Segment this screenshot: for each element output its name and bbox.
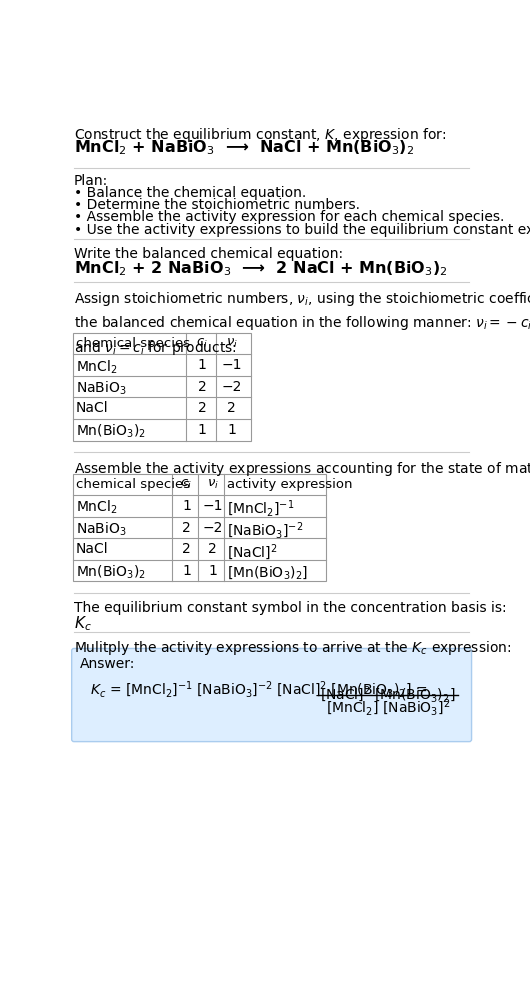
Text: NaCl: NaCl xyxy=(76,542,108,556)
Text: 1: 1 xyxy=(198,423,207,437)
Text: activity expression: activity expression xyxy=(227,478,352,491)
Text: $K_c$ = [MnCl$_2$]$^{-1}$ [NaBiO$_3$]$^{-2}$ [NaCl]$^2$ [Mn(BiO$_3$)$_2$] =: $K_c$ = [MnCl$_2$]$^{-1}$ [NaBiO$_3$]$^{… xyxy=(90,680,427,700)
Text: NaBiO$_3$: NaBiO$_3$ xyxy=(76,380,126,397)
Text: Write the balanced chemical equation:: Write the balanced chemical equation: xyxy=(74,246,343,261)
Bar xyxy=(73,474,326,581)
Text: • Determine the stoichiometric numbers.: • Determine the stoichiometric numbers. xyxy=(74,198,360,212)
Text: 1: 1 xyxy=(182,499,191,513)
Text: • Use the activity expressions to build the equilibrium constant expression.: • Use the activity expressions to build … xyxy=(74,222,530,236)
Text: The equilibrium constant symbol in the concentration basis is:: The equilibrium constant symbol in the c… xyxy=(74,601,507,614)
Text: • Assemble the activity expression for each chemical species.: • Assemble the activity expression for e… xyxy=(74,210,505,224)
Text: [NaCl]$^2$ [Mn(BiO$_3$)$_2$]: [NaCl]$^2$ [Mn(BiO$_3$)$_2$] xyxy=(320,684,456,705)
Text: [NaBiO$_3$]$^{-2}$: [NaBiO$_3$]$^{-2}$ xyxy=(227,521,303,541)
Text: 1: 1 xyxy=(227,423,236,437)
Text: MnCl$_2$ + NaBiO$_3$  ⟶  NaCl + Mn(BiO$_3$)$_2$: MnCl$_2$ + NaBiO$_3$ ⟶ NaCl + Mn(BiO$_3$… xyxy=(74,138,414,157)
Text: 1: 1 xyxy=(208,564,217,578)
Text: MnCl$_2$ + 2 NaBiO$_3$  ⟶  2 NaCl + Mn(BiO$_3$)$_2$: MnCl$_2$ + 2 NaBiO$_3$ ⟶ 2 NaCl + Mn(BiO… xyxy=(74,259,448,278)
Text: −1: −1 xyxy=(222,358,242,372)
Bar xyxy=(73,333,251,441)
Text: [MnCl$_2$]$^{-1}$: [MnCl$_2$]$^{-1}$ xyxy=(227,499,294,519)
Text: chemical species: chemical species xyxy=(76,478,190,491)
Text: $\nu_i$: $\nu_i$ xyxy=(207,478,219,491)
Text: 2: 2 xyxy=(227,401,236,415)
Text: [MnCl$_2$] [NaBiO$_3$]$^2$: [MnCl$_2$] [NaBiO$_3$]$^2$ xyxy=(326,697,450,718)
Text: 1: 1 xyxy=(198,358,207,372)
Text: Plan:: Plan: xyxy=(74,174,108,188)
Text: Mn(BiO$_3$)$_2$: Mn(BiO$_3$)$_2$ xyxy=(76,423,146,440)
Text: Construct the equilibrium constant, $K$, expression for:: Construct the equilibrium constant, $K$,… xyxy=(74,126,446,144)
Text: $K_c$: $K_c$ xyxy=(74,614,92,633)
Text: Assemble the activity expressions accounting for the state of matter and $\nu_i$: Assemble the activity expressions accoun… xyxy=(74,460,530,478)
Text: −2: −2 xyxy=(222,380,242,394)
Text: [NaCl]$^2$: [NaCl]$^2$ xyxy=(227,542,277,562)
Text: [Mn(BiO$_3$)$_2$]: [Mn(BiO$_3$)$_2$] xyxy=(227,564,308,580)
Text: NaBiO$_3$: NaBiO$_3$ xyxy=(76,521,126,538)
Text: chemical species: chemical species xyxy=(76,337,190,350)
Text: 2: 2 xyxy=(182,521,191,535)
Text: $c_i$: $c_i$ xyxy=(196,337,208,350)
Text: MnCl$_2$: MnCl$_2$ xyxy=(76,358,117,376)
Text: $\nu_i$: $\nu_i$ xyxy=(226,337,237,350)
Text: MnCl$_2$: MnCl$_2$ xyxy=(76,499,117,516)
Text: Assign stoichiometric numbers, $\nu_i$, using the stoichiometric coefficients, $: Assign stoichiometric numbers, $\nu_i$, … xyxy=(74,290,530,357)
Text: Mn(BiO$_3$)$_2$: Mn(BiO$_3$)$_2$ xyxy=(76,564,146,581)
Text: Mulitply the activity expressions to arrive at the $K_c$ expression:: Mulitply the activity expressions to arr… xyxy=(74,639,511,657)
Text: −1: −1 xyxy=(202,499,223,513)
Text: −2: −2 xyxy=(202,521,223,535)
Text: NaCl: NaCl xyxy=(76,401,108,415)
Text: $c_i$: $c_i$ xyxy=(181,478,192,491)
Text: 2: 2 xyxy=(198,401,207,415)
FancyBboxPatch shape xyxy=(72,648,472,741)
Text: 1: 1 xyxy=(182,564,191,578)
Text: 2: 2 xyxy=(198,380,207,394)
Text: • Balance the chemical equation.: • Balance the chemical equation. xyxy=(74,185,306,199)
Text: Answer:: Answer: xyxy=(80,657,136,671)
Text: 2: 2 xyxy=(182,542,191,556)
Text: 2: 2 xyxy=(208,542,217,556)
